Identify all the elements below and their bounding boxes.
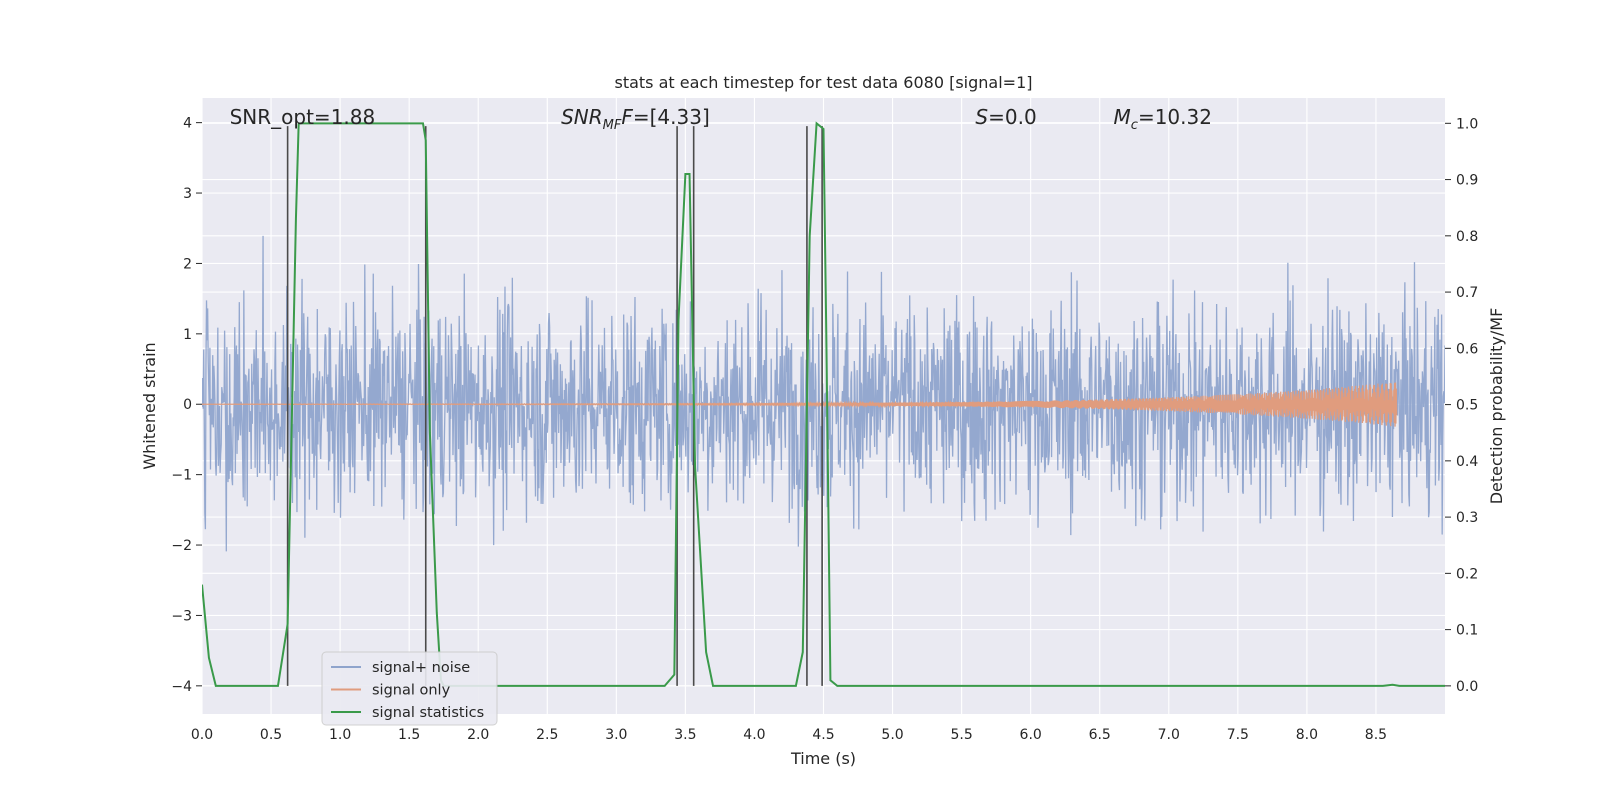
legend-box	[321, 651, 498, 726]
chart-title: stats at each timestep for test data 608…	[614, 73, 1032, 92]
legend-label: signal only	[372, 683, 451, 699]
annotation-mc-value: Mc=10.32	[1114, 105, 1212, 133]
right-tick-label: 0.1	[1456, 623, 1478, 639]
legend-label: signal+ noise	[372, 660, 470, 676]
right-tick-label: 0.9	[1456, 173, 1478, 189]
x-tick-label: 2.5	[536, 727, 558, 743]
right-tick-label: 1.0	[1456, 116, 1478, 132]
annotation-s-value: S=0.0	[975, 105, 1036, 129]
left-y-axis-label: Whitened strain	[140, 342, 159, 469]
left-tick-label: 3	[183, 186, 192, 202]
right-y-axis-label: Detection probability/MF	[1487, 308, 1506, 505]
x-tick-label: 0.0	[191, 727, 213, 743]
left-tick-label: 0	[183, 397, 192, 413]
legend-label: signal statistics	[372, 705, 484, 721]
signal-statistics-series	[202, 121, 1445, 687]
right-tick-label: 0.6	[1456, 341, 1478, 357]
right-y-axis: 0.0 0.1 0.2 0.3 0.4 0.5 0.6 0.7 0.8 0.9 1.0	[1445, 116, 1478, 695]
x-tick-label: 8.0	[1296, 727, 1318, 743]
x-tick-label: 4.0	[743, 727, 765, 743]
right-tick-label: 0.4	[1456, 454, 1478, 470]
x-tick-label: 0.5	[260, 727, 282, 743]
annotations: SNR_opt=1.88 SNRMFF=[4.33] S=0.0 Mc=10.32	[230, 105, 1212, 133]
x-axis: 0.0 0.5 1.0 1.5 2.0 2.5 3.0 3.5 4.0 4.5 5.0 5.5 6.0 6…	[191, 727, 1387, 743]
legend: signal+ noise signal only signal statistic…	[321, 651, 498, 726]
x-tick-label: 8.5	[1365, 727, 1387, 743]
x-tick-label: 6.5	[1089, 727, 1111, 743]
left-tick-label: −4	[171, 679, 192, 695]
x-tick-label: 4.5	[812, 727, 834, 743]
right-tick-label: 0.0	[1456, 679, 1478, 695]
x-tick-label: 3.5	[674, 727, 696, 743]
x-tick-label: 5.0	[881, 727, 903, 743]
x-tick-label: 1.0	[329, 727, 351, 743]
x-axis-label: Time (s)	[790, 749, 856, 768]
signal-plus-noise-series	[202, 235, 1445, 552]
x-tick-label: 7.5	[1227, 727, 1249, 743]
left-tick-label: −2	[171, 538, 192, 554]
x-tick-label: 7.0	[1158, 727, 1180, 743]
signal-statistics-line	[202, 121, 1445, 687]
x-tick-label: 5.5	[950, 727, 972, 743]
x-tick-label: 6.0	[1020, 727, 1042, 743]
left-tick-label: −1	[171, 468, 192, 484]
left-tick-label: 4	[183, 116, 192, 132]
x-tick-label: 3.0	[605, 727, 627, 743]
left-tick-label: 1	[183, 327, 192, 343]
left-tick-label: −3	[171, 608, 192, 624]
left-tick-label: 2	[183, 256, 192, 272]
left-y-axis: −4 −3 −2 −1 0 1 2 3 4	[171, 116, 202, 695]
annotation-snr-mf: SNRMFF=[4.33]	[561, 105, 710, 133]
right-tick-label: 0.3	[1456, 510, 1478, 526]
signal-only-line	[202, 382, 1398, 427]
right-tick-label: 0.5	[1456, 398, 1478, 414]
right-tick-label: 0.2	[1456, 566, 1478, 582]
x-tick-label: 2.0	[467, 727, 489, 743]
signal-plus-noise-line	[202, 235, 1445, 552]
x-tick-label: 1.5	[398, 727, 420, 743]
right-tick-label: 0.8	[1456, 229, 1478, 245]
right-tick-label: 0.7	[1456, 285, 1478, 301]
signal-only-series	[202, 382, 1398, 427]
annotation-snr-opt: SNR_opt=1.88	[230, 105, 376, 129]
